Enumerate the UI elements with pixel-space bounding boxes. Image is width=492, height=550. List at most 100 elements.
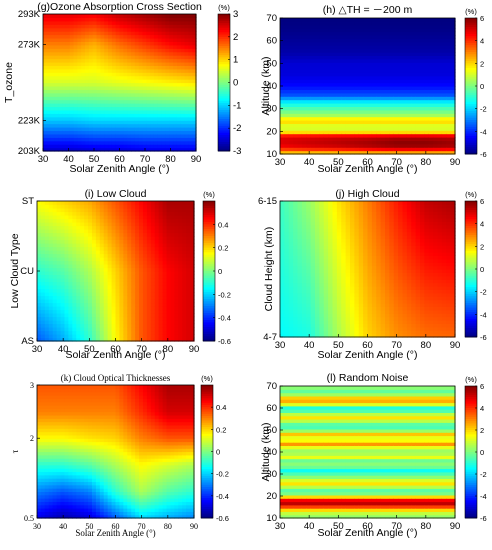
heatmap-cell — [192, 123, 197, 128]
heatmap-cell — [88, 44, 94, 49]
heatmap-cell — [280, 99, 285, 104]
heatmap-cell — [170, 316, 175, 321]
heatmap-cell — [323, 103, 329, 107]
heatmap-cell — [363, 137, 369, 141]
colorbar-segment — [465, 63, 477, 67]
heatmap-cell — [336, 143, 342, 148]
heatmap-cell — [284, 48, 290, 53]
heatmap-cell — [108, 37, 113, 42]
heatmap-cell — [450, 130, 456, 135]
heatmap-cell — [92, 82, 98, 87]
heatmap-cell — [139, 250, 144, 255]
heatmap-cell — [354, 28, 360, 33]
heatmap-cell — [415, 69, 421, 73]
heatmap-cell — [166, 299, 172, 304]
heatmap-cell — [310, 150, 316, 155]
heatmap-cell — [104, 58, 109, 63]
heatmap-cell — [100, 17, 105, 22]
heatmap-cell — [363, 140, 369, 145]
heatmap-cell — [81, 61, 86, 66]
heatmap-cell — [424, 58, 430, 63]
heatmap-cell — [428, 35, 434, 39]
heatmap-cell — [406, 31, 412, 36]
heatmap-cell — [169, 27, 174, 32]
heatmap-cell — [81, 34, 86, 39]
heatmap-cell — [332, 48, 338, 53]
heatmap-cell — [127, 106, 132, 111]
heatmap-cell — [176, 68, 182, 73]
heatmap-cell — [69, 85, 75, 90]
heatmap-cell — [157, 58, 163, 63]
heatmap-cell — [43, 106, 48, 111]
heatmap-cell — [138, 120, 144, 125]
heatmap-cell — [127, 37, 132, 42]
heatmap-cell — [165, 37, 170, 42]
heatmap-cell — [173, 31, 178, 36]
heatmap-cell — [441, 79, 447, 84]
heatmap-cell — [62, 17, 67, 22]
heatmap-cell — [306, 86, 312, 90]
heatmap-cell — [332, 62, 338, 67]
heatmap-cell — [84, 316, 89, 321]
heatmap-cell — [77, 44, 82, 49]
heatmap-cell — [138, 61, 144, 66]
heatmap-cell — [134, 68, 140, 73]
heatmap-cell — [446, 116, 452, 121]
heatmap-cell — [406, 65, 412, 70]
heatmap-cell — [150, 133, 155, 138]
heatmap-cell — [385, 52, 390, 56]
colorbar-segment — [218, 32, 230, 36]
heatmap-cell — [100, 61, 105, 66]
heatmap-cell — [130, 130, 136, 135]
heatmap-cell — [319, 75, 325, 80]
heatmap-cell — [111, 316, 117, 321]
heatmap-cell — [96, 113, 101, 118]
heatmap-cell — [46, 75, 52, 80]
heatmap-cell — [192, 68, 197, 73]
heatmap-cell — [158, 236, 164, 241]
heatmap-cell — [111, 208, 117, 213]
heatmap-cell — [380, 28, 386, 33]
heatmap-cell — [142, 96, 147, 101]
heatmap-cell — [76, 215, 81, 220]
heatmap-cell — [367, 120, 373, 124]
heatmap-cell — [367, 65, 373, 70]
heatmap-cell — [437, 18, 443, 22]
heatmap-cell — [80, 201, 85, 206]
heatmap-cell — [441, 106, 447, 111]
heatmap-cell — [58, 123, 63, 128]
heatmap-cell — [180, 140, 186, 145]
heatmap-cell — [293, 92, 299, 97]
heatmap-cell — [157, 48, 163, 53]
heatmap-cell — [85, 44, 90, 49]
heatmap-cell — [184, 113, 189, 118]
heatmap-cell — [376, 116, 382, 121]
heatmap-cell — [107, 267, 113, 272]
heatmap-cell — [350, 72, 355, 77]
heatmap-cell — [332, 52, 338, 56]
heatmap-cell — [68, 323, 73, 328]
heatmap-cell — [297, 38, 303, 43]
heatmap-cell — [88, 281, 93, 286]
heatmap-cell — [43, 89, 48, 94]
heatmap-cell — [446, 150, 452, 155]
heatmap-cell — [72, 211, 77, 216]
heatmap-cell — [123, 229, 128, 234]
heatmap-cell — [358, 65, 364, 70]
heatmap-cell — [411, 45, 417, 50]
colorbar-segment — [465, 22, 477, 26]
heatmap-cell — [446, 58, 452, 63]
heatmap-cell — [68, 264, 73, 269]
heatmap-cell — [358, 86, 364, 90]
heatmap-cell — [48, 295, 54, 300]
heatmap-cell — [104, 147, 109, 152]
heatmap-cell — [103, 316, 109, 321]
heatmap-cell — [81, 79, 86, 84]
heatmap-cell — [284, 65, 290, 70]
heatmap-cell — [310, 113, 316, 118]
heatmap-cell — [176, 96, 182, 101]
heatmap-cell — [157, 130, 163, 135]
heatmap-cell — [385, 143, 390, 148]
heatmap-cell — [150, 278, 156, 283]
